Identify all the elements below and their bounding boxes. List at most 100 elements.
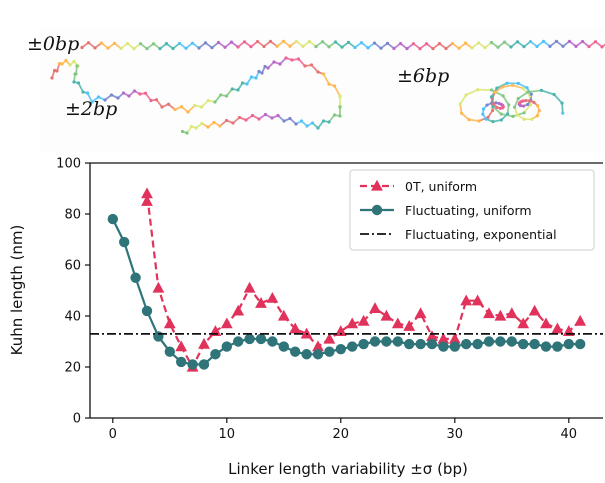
series-0-point bbox=[323, 332, 336, 344]
series-0-point bbox=[494, 309, 507, 321]
series-0-point bbox=[540, 317, 552, 329]
y-tick-label: 0 bbox=[73, 412, 81, 427]
series-0-point bbox=[437, 332, 450, 344]
series-0-point bbox=[528, 304, 541, 316]
label-0bp: ±0bp bbox=[27, 33, 79, 55]
series-0-point bbox=[163, 317, 176, 329]
series-1-point bbox=[563, 338, 574, 350]
series-1-point bbox=[472, 338, 483, 350]
series-0-point bbox=[220, 317, 233, 329]
y-tick-label: 20 bbox=[64, 361, 81, 376]
series-0-point bbox=[505, 307, 518, 319]
axes: 0 20 40 60 80 100 0 10 20 30 40 bbox=[56, 157, 603, 442]
y-tick-label: 60 bbox=[64, 259, 81, 274]
series-group bbox=[90, 187, 603, 372]
series-1-point bbox=[176, 356, 187, 368]
series-0-point bbox=[574, 314, 587, 326]
x-tick-label: 10 bbox=[219, 427, 236, 442]
series-0-point bbox=[141, 195, 153, 206]
series-1-point bbox=[119, 236, 130, 248]
x-tick-label: 20 bbox=[333, 427, 350, 442]
series-1-point bbox=[164, 346, 175, 357]
series-1-point bbox=[153, 331, 164, 342]
series-1-point bbox=[506, 336, 517, 347]
series-0-point bbox=[141, 187, 153, 199]
series-1-point bbox=[483, 336, 495, 347]
series-0-point bbox=[414, 307, 427, 319]
series-0-point bbox=[460, 294, 473, 306]
conformation-illustrations: ±0bp ±2bp ±6bp bbox=[27, 28, 605, 153]
series-0-point bbox=[483, 307, 495, 319]
series-0-point bbox=[346, 317, 359, 329]
series-0-point bbox=[471, 294, 484, 306]
legend-label-0t-uniform: 0T, uniform bbox=[405, 179, 477, 194]
label-2bp: ±2bp bbox=[65, 98, 117, 120]
series-1-point bbox=[244, 333, 255, 345]
strand-0bp bbox=[80, 39, 605, 51]
series-1-point bbox=[518, 338, 529, 350]
label-6bp: ±6bp bbox=[397, 65, 449, 87]
series-0-point bbox=[255, 297, 267, 308]
series-0-point bbox=[289, 322, 302, 334]
legend-box bbox=[349, 169, 595, 251]
series-0-point bbox=[517, 317, 530, 329]
series-1-point bbox=[415, 338, 426, 350]
series-1-point bbox=[449, 341, 460, 352]
x-tick-label: 0 bbox=[109, 427, 117, 442]
series-1-point bbox=[141, 305, 153, 317]
series-0-point bbox=[551, 322, 564, 334]
series-1-point bbox=[369, 336, 381, 347]
plot-area bbox=[90, 187, 603, 372]
series-1-point bbox=[107, 213, 119, 225]
series-1-point bbox=[290, 346, 301, 357]
legend-key-marker-0 bbox=[371, 179, 383, 191]
series-0-point bbox=[403, 320, 416, 331]
series-0-point bbox=[448, 332, 461, 344]
series-0-point bbox=[198, 337, 210, 349]
series-1-point bbox=[267, 336, 278, 347]
series-0-point bbox=[266, 291, 279, 303]
series-1-point bbox=[495, 336, 506, 347]
x-axis-label: Linker length variability ±σ (bp) bbox=[228, 460, 468, 478]
legend-key-marker-1 bbox=[371, 204, 383, 216]
series-0-point bbox=[391, 317, 404, 329]
legend-label-fluctuating-uniform: Fluctuating, uniform bbox=[405, 203, 532, 218]
series-1-point bbox=[404, 338, 415, 350]
series-1-point bbox=[552, 341, 563, 352]
series-1-point bbox=[301, 349, 312, 360]
series-0-point bbox=[380, 309, 393, 321]
series-1-point bbox=[187, 359, 198, 370]
y-tick-label: 80 bbox=[64, 208, 81, 223]
series-1-point bbox=[221, 341, 232, 352]
y-tick-label: 40 bbox=[64, 310, 81, 325]
series-1-point bbox=[324, 346, 335, 357]
series-1-point bbox=[255, 333, 267, 345]
legend: 0T, uniform Fluctuating, uniform Fluctua… bbox=[349, 169, 595, 251]
series-1-point bbox=[347, 341, 358, 352]
series-0-point bbox=[175, 340, 188, 352]
series-1-point bbox=[540, 341, 552, 352]
series-0-point bbox=[152, 281, 165, 293]
series-1-point bbox=[198, 359, 210, 370]
strand-drawings bbox=[50, 39, 605, 135]
series-1-point bbox=[438, 341, 449, 352]
series-0-point bbox=[232, 304, 245, 316]
series-1-point bbox=[210, 349, 221, 360]
series-0-point bbox=[369, 302, 381, 313]
strand-6bp bbox=[458, 81, 565, 124]
series-0-point bbox=[312, 340, 324, 352]
series-1-point bbox=[278, 341, 289, 352]
series-0-point bbox=[334, 325, 347, 336]
strand-2bp bbox=[50, 56, 342, 135]
series-0-point bbox=[243, 281, 256, 293]
series-1-point bbox=[358, 338, 369, 350]
series-1-point bbox=[312, 349, 324, 360]
series-1-point bbox=[529, 338, 540, 350]
x-tick-label: 30 bbox=[447, 427, 464, 442]
series-1-point bbox=[461, 338, 472, 350]
series-0-point bbox=[277, 309, 290, 321]
x-tick-label: 40 bbox=[561, 427, 578, 442]
series-0-point bbox=[357, 314, 370, 326]
series-1-point bbox=[426, 338, 438, 350]
